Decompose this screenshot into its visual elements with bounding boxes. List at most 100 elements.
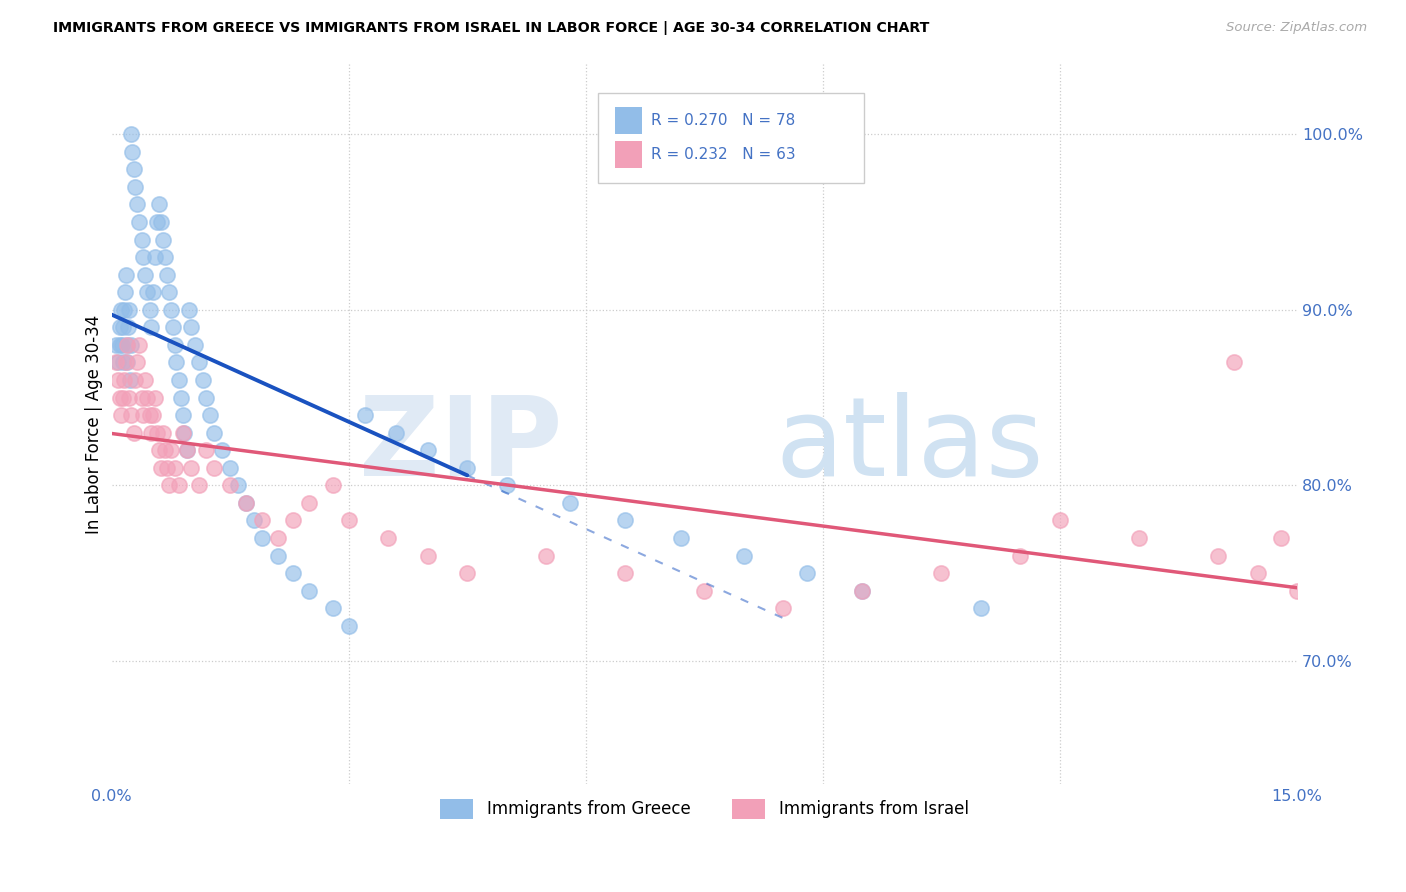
Point (283, 513, 305, 527)
Point (155, 250, 177, 264)
Point (148, 443, 170, 458)
Point (107, 355, 129, 369)
Point (1246, 566, 1268, 580)
Point (143, 250, 166, 264)
Point (149, 215, 172, 229)
Point (219, 460, 242, 475)
Point (136, 391, 159, 405)
Point (202, 460, 225, 475)
Point (142, 285, 165, 300)
Point (152, 233, 174, 247)
Point (132, 250, 155, 264)
Text: ZIP: ZIP (359, 392, 562, 499)
Point (1128, 531, 1150, 545)
Point (163, 338, 186, 352)
Point (176, 443, 198, 458)
Point (114, 285, 136, 300)
Point (416, 549, 439, 563)
Point (337, 513, 360, 527)
Point (180, 460, 202, 475)
Point (772, 601, 794, 615)
Point (142, 408, 165, 422)
Point (250, 531, 273, 545)
Point (851, 583, 873, 598)
Point (146, 425, 169, 440)
Point (796, 566, 818, 580)
Point (851, 583, 873, 598)
Point (146, 215, 169, 229)
Point (1223, 355, 1246, 369)
Point (120, 408, 142, 422)
Point (108, 391, 131, 405)
Point (121, 145, 143, 159)
Point (117, 338, 139, 352)
Point (132, 408, 155, 422)
Point (110, 408, 132, 422)
Point (195, 443, 218, 458)
Point (115, 268, 138, 282)
Point (170, 391, 193, 405)
Point (124, 373, 146, 387)
Point (495, 478, 517, 492)
Point (104, 355, 127, 369)
Legend: Immigrants from Greece, Immigrants from Israel: Immigrants from Greece, Immigrants from … (433, 792, 976, 826)
Point (141, 425, 163, 440)
Point (117, 320, 139, 334)
Point (226, 478, 249, 492)
Point (250, 513, 273, 527)
Point (669, 531, 692, 545)
Text: R = 0.232   N = 63: R = 0.232 N = 63 (651, 147, 796, 162)
Point (118, 302, 141, 317)
Point (298, 583, 321, 598)
Point (125, 197, 148, 211)
Point (558, 496, 581, 510)
Point (104, 338, 127, 352)
FancyBboxPatch shape (598, 93, 865, 183)
Point (111, 338, 134, 352)
Point (110, 320, 132, 334)
Point (456, 460, 478, 475)
Point (195, 391, 218, 405)
Point (187, 478, 209, 492)
Point (693, 583, 716, 598)
Point (1049, 513, 1071, 527)
Point (115, 355, 138, 369)
Point (165, 355, 187, 369)
Point (148, 197, 170, 211)
Point (931, 566, 953, 580)
Point (149, 460, 172, 475)
Point (156, 460, 179, 475)
Point (176, 443, 198, 458)
Point (143, 391, 166, 405)
Point (155, 443, 177, 458)
Point (124, 180, 146, 194)
Point (1270, 531, 1292, 545)
Point (138, 408, 160, 422)
Point (112, 302, 135, 317)
Point (167, 478, 190, 492)
Text: Source: ZipAtlas.com: Source: ZipAtlas.com (1226, 21, 1367, 35)
Point (122, 425, 145, 440)
Point (235, 496, 257, 510)
Text: atlas: atlas (776, 392, 1043, 499)
Point (167, 373, 190, 387)
Point (131, 391, 153, 405)
Point (157, 285, 180, 300)
Point (157, 478, 180, 492)
Point (110, 302, 132, 317)
Point (416, 443, 439, 458)
Point (120, 338, 142, 352)
Point (118, 373, 141, 387)
Point (128, 215, 150, 229)
Point (107, 373, 129, 387)
Point (456, 566, 478, 580)
Point (173, 425, 195, 440)
Y-axis label: In Labor Force | Age 30-34: In Labor Force | Age 30-34 (86, 314, 103, 533)
Point (120, 128, 142, 142)
Point (160, 302, 183, 317)
Point (266, 531, 288, 545)
Point (141, 320, 163, 334)
Point (970, 601, 993, 615)
Point (156, 268, 179, 282)
Point (131, 233, 153, 247)
